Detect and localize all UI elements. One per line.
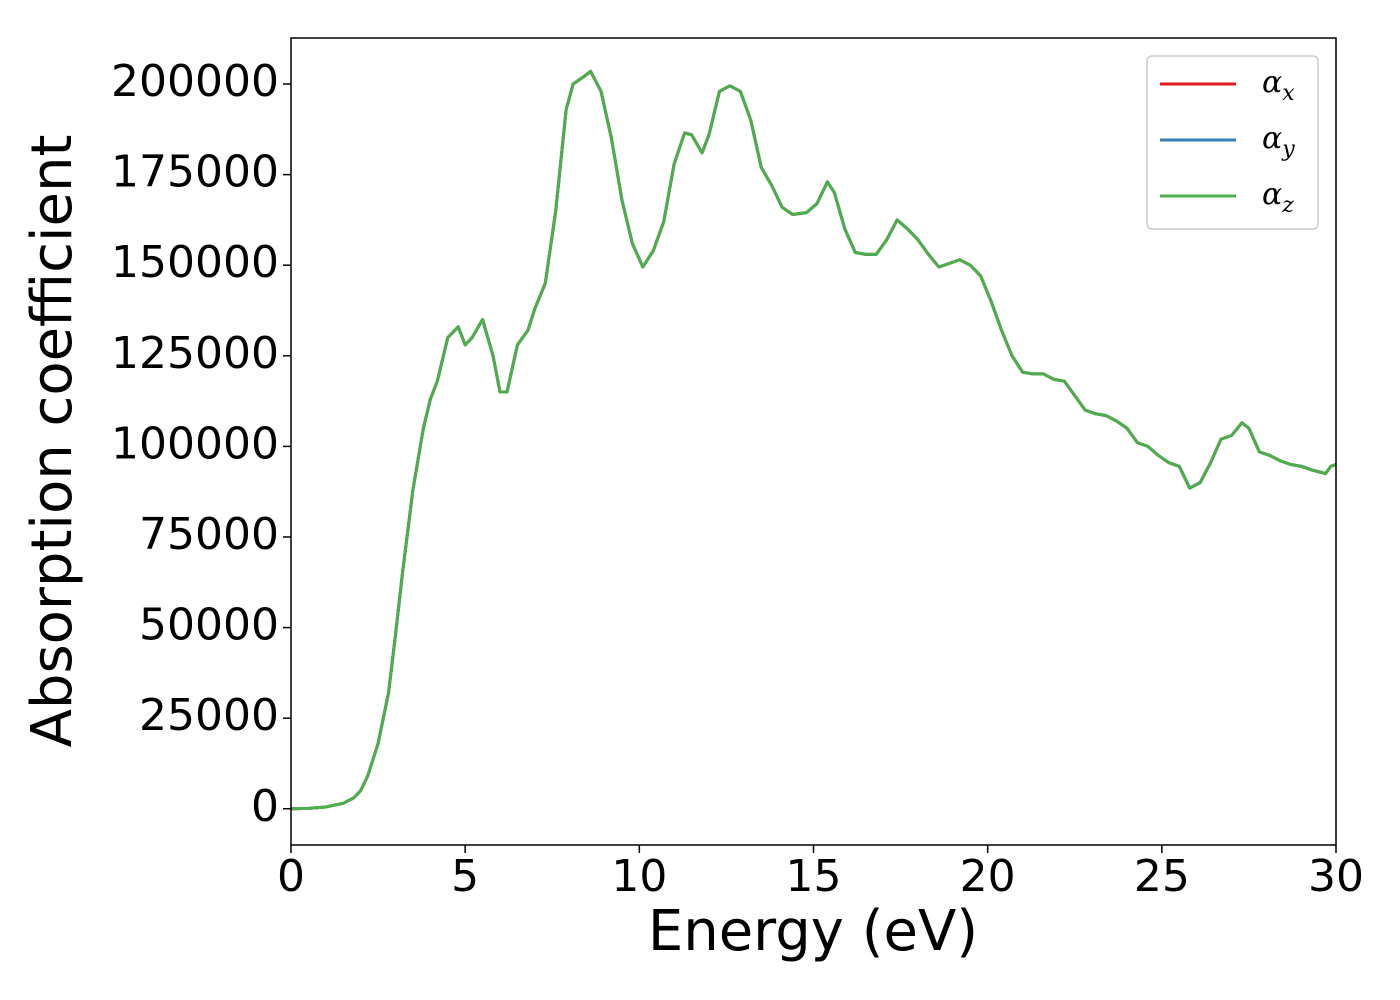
y-tick-label: 200000 [111,56,279,107]
y-tick-label: 25000 [139,690,279,741]
legend-box [1146,55,1319,230]
y-tick-label: 125000 [111,328,279,379]
x-tick-label: 20 [960,851,1016,902]
y-tick-label: 50000 [139,600,279,651]
y-axis-label: Absorption coefficient [20,135,85,748]
y-tick-label: 0 [251,781,279,832]
x-tick-label: 10 [611,851,667,902]
x-axis-label: Energy (eV) [648,899,978,964]
x-tick-label: 5 [451,851,479,902]
x-tick-label: 30 [1308,851,1364,902]
y-tick-label: 175000 [111,147,279,198]
y-tick-label: 100000 [111,418,279,469]
series-line [290,69,1337,811]
plot-frame [290,37,1337,846]
x-tick-label: 25 [1134,851,1190,902]
x-tick-label: 0 [277,851,305,902]
y-tick-label: 150000 [111,237,279,288]
x-tick-label: 15 [786,851,842,902]
y-tick-label: 75000 [139,509,279,560]
